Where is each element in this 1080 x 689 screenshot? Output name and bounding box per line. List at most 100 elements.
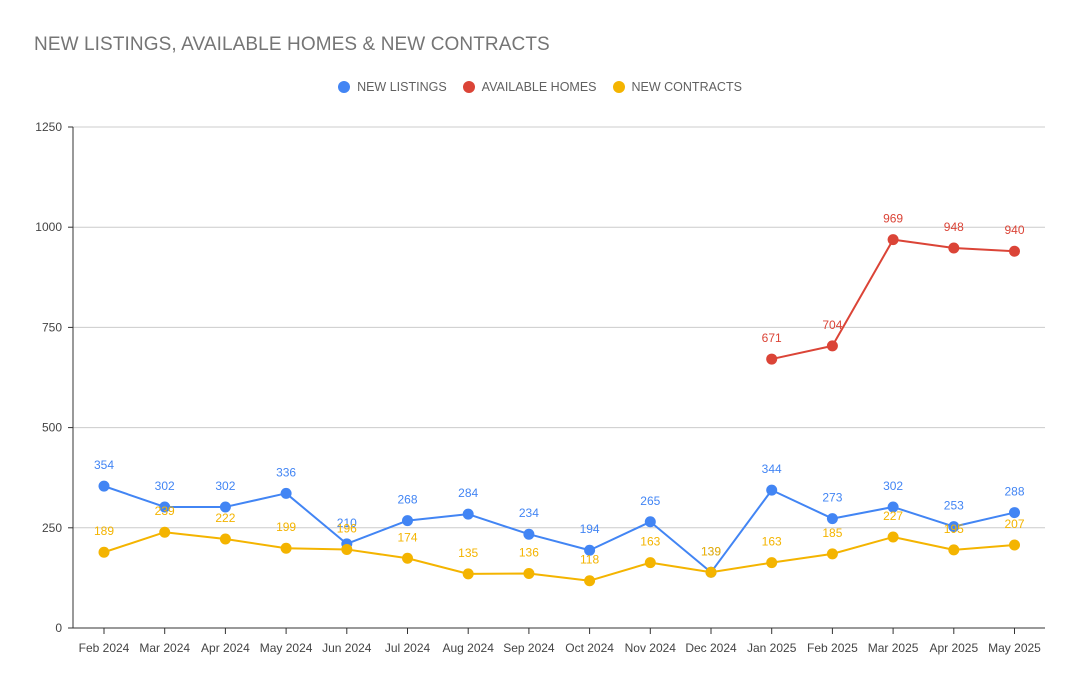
data-label-available-homes-mar-2025: 969 [883, 212, 903, 226]
data-point-new-listings-may-2025 [1009, 507, 1020, 519]
data-point-new-contracts-apr-2024 [219, 533, 231, 545]
data-point-new-listings-apr-2024 [219, 501, 231, 513]
legend-label-new-contracts: NEW CONTRACTS [631, 80, 742, 94]
data-point-new-contracts-jun-2024 [341, 543, 353, 555]
legend-item-new-listings[interactable]: NEW LISTINGS [338, 80, 447, 94]
data-point-available-homes-feb-2025 [826, 340, 838, 352]
data-point-new-contracts-may-2025 [1009, 539, 1020, 551]
data-label-new-listings-feb-2025: 273 [822, 491, 842, 505]
y-tick-label-1000: 1000 [35, 220, 62, 234]
y-tick-label-500: 500 [42, 421, 62, 435]
y-tick-label-1250: 1250 [35, 120, 62, 134]
data-label-new-contracts-jan-2025: 163 [762, 535, 782, 549]
series-line-new-listings [103, 485, 1015, 574]
data-point-available-homes-may-2025 [1009, 245, 1020, 257]
legend-swatch-available-homes [462, 81, 475, 93]
data-point-new-contracts-mar-2025 [887, 531, 899, 543]
data-point-available-homes-jan-2025 [766, 353, 778, 365]
y-tick-label-0: 0 [55, 621, 62, 635]
x-tick-label-jan-2025: Jan 2025 [747, 641, 797, 655]
data-label-new-listings-apr-2024: 302 [215, 479, 235, 493]
legend: NEW LISTINGS AVAILABLE HOMES NEW CONTRAC… [0, 80, 1080, 94]
x-tick-label-may-2025: May 2025 [988, 641, 1041, 655]
data-point-new-listings-mar-2024 [159, 501, 171, 513]
data-label-new-contracts-may-2025: 207 [1004, 517, 1024, 531]
data-label-new-listings-jun-2024: 210 [337, 516, 357, 530]
data-label-new-contracts-apr-2025: 195 [944, 522, 964, 536]
data-label-new-listings-dec-2024: 139 [701, 544, 721, 558]
data-label-new-listings-apr-2025: 253 [944, 499, 964, 513]
data-label-new-contracts-oct-2024: 118 [580, 553, 599, 567]
x-tick-label-jul-2024: Jul 2024 [385, 641, 431, 655]
data-label-available-homes-may-2025: 940 [1004, 223, 1024, 237]
data-label-new-listings-mar-2024: 302 [155, 479, 175, 493]
data-label-new-contracts-may-2024: 199 [276, 520, 296, 534]
series-line-available-homes [771, 238, 1015, 361]
data-label-new-contracts-jul-2024: 174 [397, 530, 417, 544]
data-label-new-contracts-dec-2024: 139 [701, 544, 721, 558]
x-tick-label-feb-2025: Feb 2025 [807, 641, 858, 655]
data-label-new-listings-nov-2024: 265 [640, 494, 660, 508]
data-point-available-homes-mar-2025 [887, 234, 899, 246]
data-point-new-contracts-aug-2024 [462, 568, 474, 580]
data-point-new-listings-feb-2024 [98, 480, 110, 492]
data-point-new-contracts-mar-2024 [159, 526, 171, 538]
legend-swatch-new-listings [338, 81, 351, 93]
legend-label-new-listings: NEW LISTINGS [357, 80, 447, 94]
data-label-new-contracts-apr-2024: 222 [215, 511, 235, 525]
x-tick-label-jun-2024: Jun 2024 [322, 641, 372, 655]
data-point-new-contracts-nov-2024 [644, 557, 656, 569]
data-label-new-contracts-sep-2024: 136 [519, 545, 539, 559]
chart-title: NEW LISTINGS, AVAILABLE HOMES & NEW CONT… [34, 34, 550, 55]
data-point-new-contracts-dec-2024 [705, 566, 717, 578]
data-label-new-contracts-feb-2025: 185 [822, 526, 842, 540]
data-label-new-listings-may-2024: 336 [276, 465, 296, 479]
data-point-new-listings-sep-2024 [523, 528, 535, 540]
legend-item-available-homes[interactable]: AVAILABLE HOMES [462, 80, 597, 94]
data-point-new-listings-mar-2025 [887, 501, 899, 513]
data-label-new-contracts-nov-2024: 163 [640, 535, 660, 549]
data-label-new-contracts-mar-2025: 227 [883, 509, 903, 523]
x-tick-label-apr-2025: Apr 2025 [929, 641, 978, 655]
data-point-new-listings-jan-2025 [766, 484, 778, 496]
data-point-new-listings-apr-2025 [948, 521, 960, 533]
legend-label-available-homes: AVAILABLE HOMES [481, 80, 597, 94]
x-tick-label-mar-2025: Mar 2025 [868, 641, 919, 655]
data-point-available-homes-apr-2025 [948, 242, 960, 254]
legend-item-new-contracts[interactable]: NEW CONTRACTS [612, 80, 742, 94]
data-label-new-listings-mar-2025: 302 [883, 479, 903, 493]
x-tick-label-feb-2024: Feb 2024 [79, 641, 130, 655]
data-point-new-contracts-feb-2024 [98, 546, 110, 558]
data-label-available-homes-jan-2025: 671 [762, 331, 782, 345]
data-label-new-listings-aug-2024: 284 [458, 486, 478, 500]
x-tick-label-mar-2024: Mar 2024 [139, 641, 190, 655]
x-tick-label-may-2024: May 2024 [260, 641, 313, 655]
data-point-new-contracts-may-2024 [280, 542, 292, 554]
x-tick-label-dec-2024: Dec 2024 [685, 641, 737, 655]
data-point-new-contracts-feb-2025 [826, 548, 838, 560]
data-label-available-homes-feb-2025: 704 [822, 318, 842, 332]
data-label-new-contracts-feb-2024: 189 [94, 524, 114, 538]
y-tick-label-250: 250 [42, 521, 62, 535]
data-label-new-contracts-mar-2024: 239 [155, 504, 175, 518]
data-point-new-listings-nov-2024 [644, 516, 656, 528]
data-point-new-contracts-jul-2024 [402, 552, 413, 564]
data-point-new-listings-jul-2024 [402, 515, 413, 527]
series-line-new-contracts [103, 531, 1015, 582]
data-label-new-listings-may-2025: 288 [1004, 485, 1024, 499]
data-point-new-listings-feb-2025 [826, 513, 838, 525]
data-point-new-contracts-apr-2025 [948, 544, 960, 556]
data-point-new-listings-oct-2024 [584, 544, 596, 556]
legend-swatch-new-contracts [612, 81, 625, 93]
data-label-new-listings-feb-2024: 354 [94, 458, 114, 472]
x-tick-label-aug-2024: Aug 2024 [443, 641, 495, 655]
data-label-new-listings-jan-2025: 344 [762, 462, 782, 476]
data-label-available-homes-apr-2025: 948 [944, 220, 964, 234]
data-label-new-listings-oct-2024: 194 [580, 522, 600, 536]
data-point-new-contracts-oct-2024 [584, 575, 596, 587]
data-point-new-contracts-sep-2024 [523, 567, 535, 579]
x-tick-label-sep-2024: Sep 2024 [503, 641, 555, 655]
data-point-new-listings-aug-2024 [462, 508, 474, 520]
